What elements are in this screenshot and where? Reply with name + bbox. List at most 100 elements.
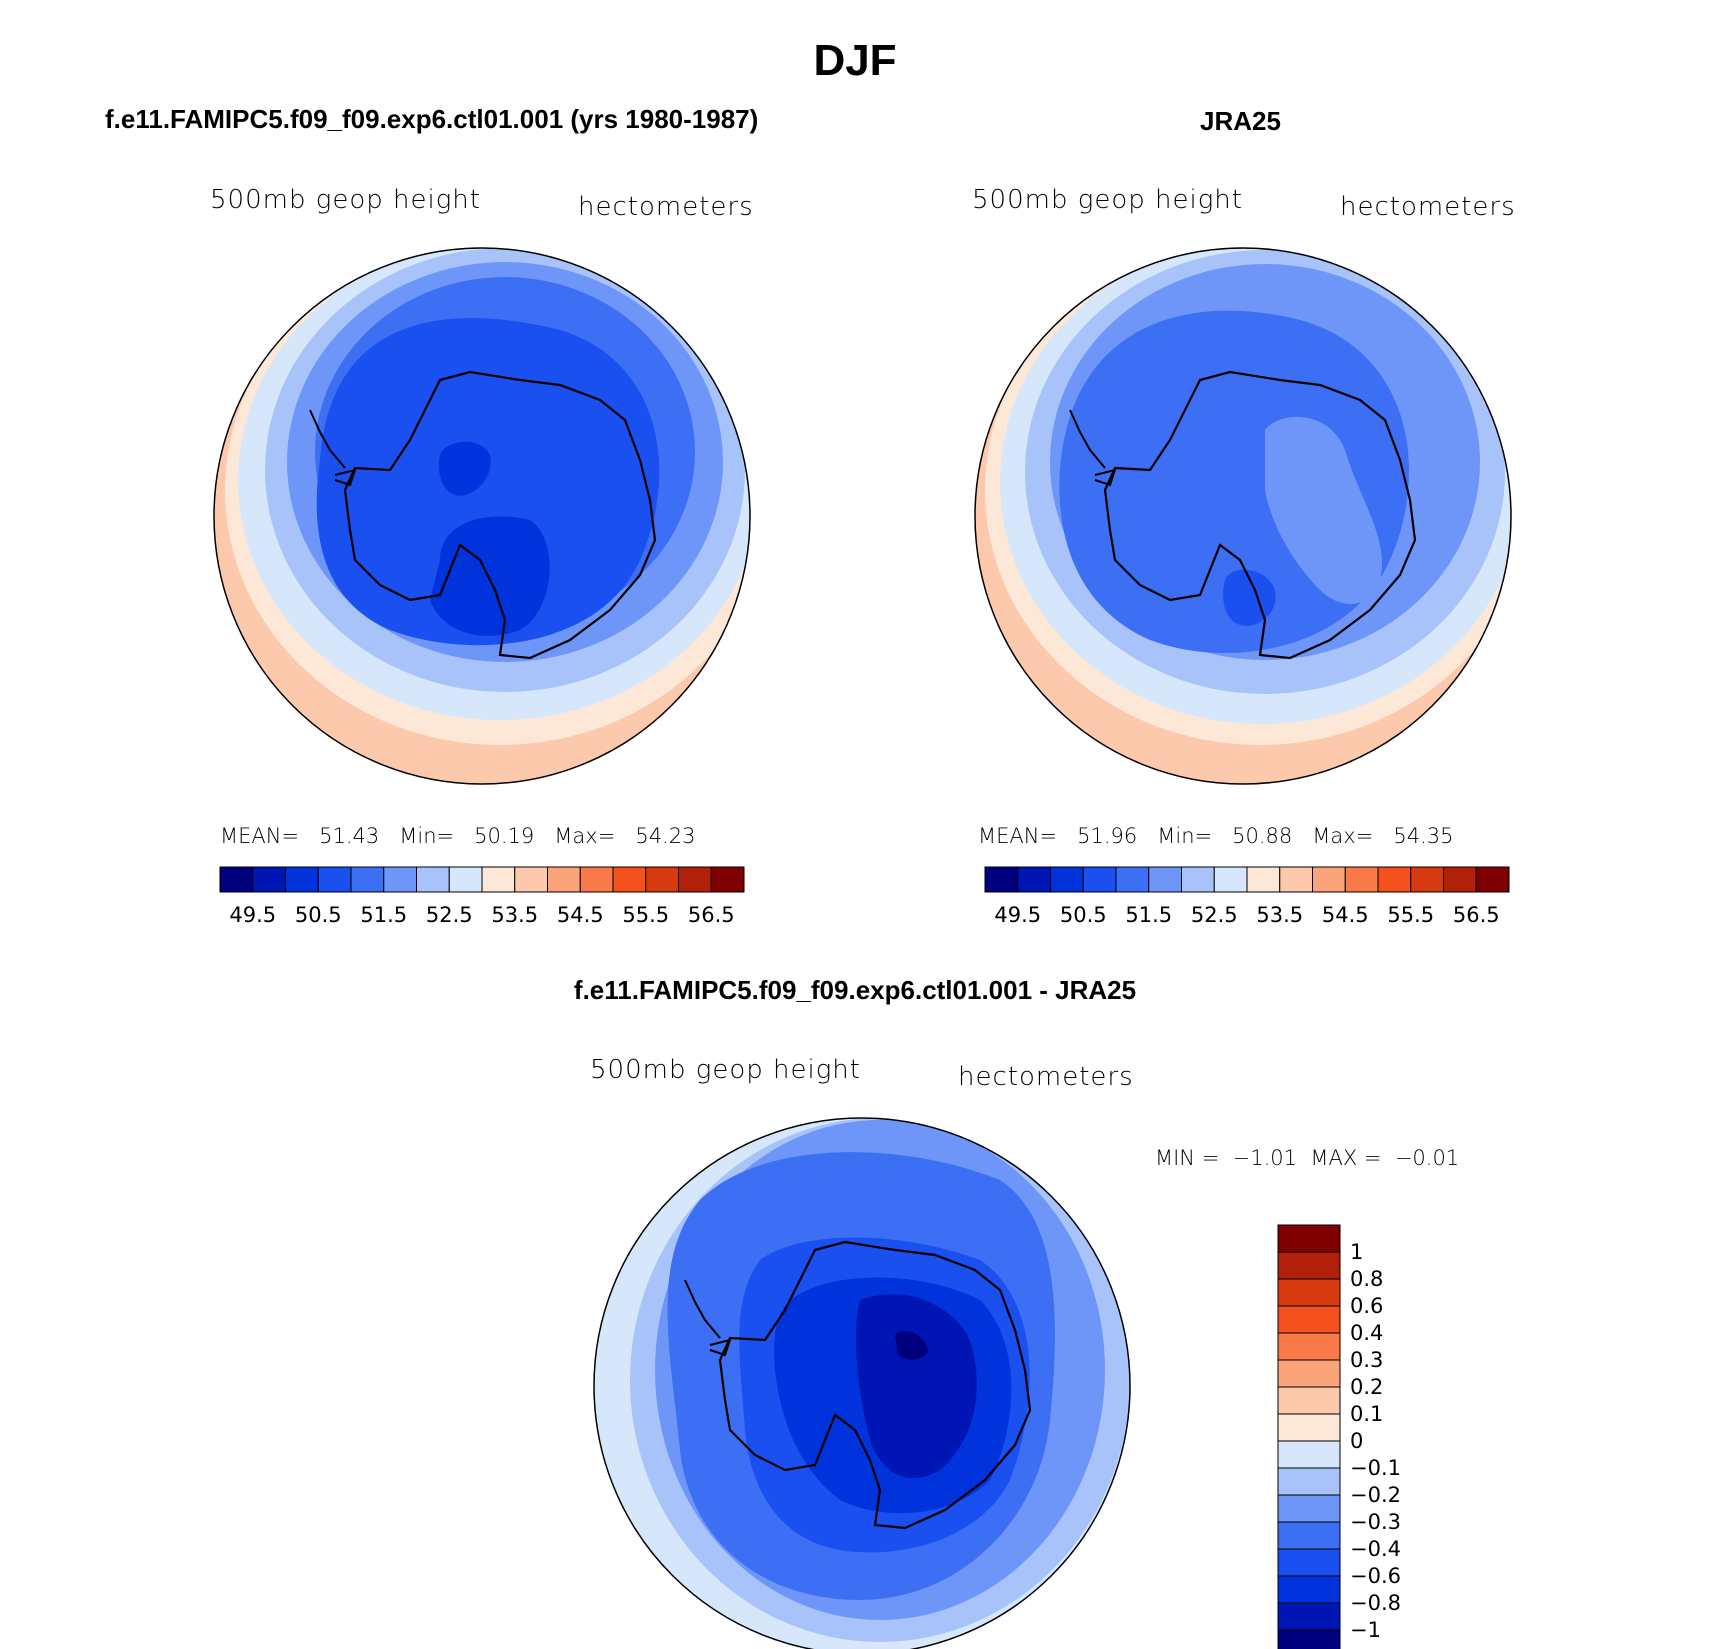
diff-minmax: MIN = −1.01 MAX = −0.01 — [1155, 1146, 1460, 1170]
colorbar-tick-label: 51.5 — [360, 903, 407, 927]
colorbar-box — [1181, 866, 1215, 893]
colorbar-box — [1475, 866, 1510, 893]
colorbar-tick-label: 50.5 — [1060, 903, 1107, 927]
colorbar-box — [710, 866, 745, 893]
colorbar-tick-label: 53.5 — [491, 903, 538, 927]
colorbar-tick-label: −0.1 — [1350, 1456, 1401, 1480]
colorbar-box — [383, 866, 417, 893]
colorbar-box — [317, 866, 352, 893]
colorbar-box — [612, 866, 647, 893]
colorbar-tick-label: 49.5 — [994, 903, 1041, 927]
colorbar-tick-label: −0.3 — [1350, 1510, 1401, 1534]
obs-units-label: hectometers — [1340, 192, 1516, 222]
antarctica-coastline-obs — [1103, 370, 1417, 660]
obs-variable-label: 500mb geop height — [972, 185, 1243, 215]
model-stats: MEAN= 51.43 Min= 50.19 Max= 54.23 — [220, 824, 696, 848]
colorbar-tick-label: 0.8 — [1350, 1267, 1383, 1291]
colorbar-box — [350, 866, 385, 893]
colorbar-tick-label: 0.4 — [1350, 1321, 1383, 1345]
diff-units-label: hectometers — [958, 1062, 1134, 1092]
colorbar-box — [1277, 1602, 1341, 1631]
colorbar-tick-label: −0.8 — [1350, 1591, 1401, 1615]
model-panel-title: f.e11.FAMIPC5.f09_f09.exp6.ctl01.001 (yr… — [105, 104, 759, 134]
model-map-border — [213, 247, 751, 785]
colorbar-box — [645, 866, 679, 893]
colorbar-tick-label: 49.5 — [229, 903, 276, 927]
colorbar-box — [1443, 866, 1477, 893]
colorbar-box — [252, 866, 286, 893]
colorbar-box — [1277, 1467, 1341, 1496]
colorbar-box — [1277, 1278, 1341, 1307]
colorbar-box — [1377, 866, 1412, 893]
diff-map — [594, 1118, 1130, 1649]
colorbar-tick-label: 53.5 — [1256, 903, 1303, 927]
colorbar-box — [1017, 866, 1051, 893]
colorbar-tick-label: 0.3 — [1350, 1348, 1383, 1372]
colorbar-box — [1148, 866, 1182, 893]
colorbar-box — [1312, 866, 1346, 893]
colorbar-tick-label: −1 — [1350, 1618, 1381, 1642]
colorbar-tick-label: 52.5 — [1191, 903, 1238, 927]
diff-map-border — [593, 1117, 1131, 1649]
colorbar-tick-label: 0.6 — [1350, 1294, 1383, 1318]
colorbar-box — [1344, 866, 1379, 893]
colorbar-box — [984, 866, 1019, 893]
colorbar-tick-label: 56.5 — [1453, 903, 1500, 927]
colorbar-tick-label: 51.5 — [1125, 903, 1172, 927]
colorbar-box — [514, 866, 548, 893]
colorbar-box — [1277, 1440, 1341, 1469]
colorbar-box — [1279, 866, 1313, 893]
colorbar-tick-label: 52.5 — [426, 903, 473, 927]
obs-colorbar: 49.5 50.5 51.5 52.5 53.5 54.5 55.5 56.5 — [984, 866, 1510, 927]
colorbar-box — [416, 866, 450, 893]
colorbar-box — [285, 866, 319, 893]
colorbar-tick-label: 0.1 — [1350, 1402, 1383, 1426]
obs-map-border — [974, 247, 1512, 785]
colorbar-tick-label: −0.4 — [1350, 1537, 1401, 1561]
antarctica-coastline-model — [343, 370, 657, 660]
obs-map — [975, 248, 1511, 784]
model-variable-label: 500mb geop height — [210, 185, 481, 215]
colorbar-box — [1277, 1386, 1341, 1415]
diff-colorbar: 1 0.8 0.6 0.4 0.3 0.2 0.1 0 −0.1 −0.2 −0.3 −0.4 −0.6… — [1277, 1224, 1401, 1649]
colorbar-box — [1277, 1332, 1341, 1361]
colorbar-tick-label: 50.5 — [295, 903, 342, 927]
colorbar-box — [1050, 866, 1084, 893]
colorbar-tick-label: 56.5 — [688, 903, 735, 927]
colorbar-tick-label: 54.5 — [557, 903, 604, 927]
colorbar-box — [579, 866, 614, 893]
colorbar-box — [1082, 866, 1117, 893]
colorbar-box — [678, 866, 712, 893]
colorbar-tick-label: 0 — [1350, 1429, 1363, 1453]
colorbar-box — [1277, 1359, 1341, 1388]
colorbar-box — [1277, 1548, 1341, 1577]
colorbar-box — [448, 866, 483, 893]
colorbar-box — [1277, 1494, 1341, 1523]
colorbar-tick-label: 54.5 — [1322, 903, 1369, 927]
colorbar-box — [219, 866, 254, 893]
obs-panel-title: JRA25 — [1200, 106, 1281, 136]
colorbar-box — [1277, 1413, 1341, 1442]
colorbar-tick-label: 0.2 — [1350, 1375, 1383, 1399]
colorbar-box — [1277, 1224, 1341, 1253]
model-map — [214, 248, 750, 784]
colorbar-box — [547, 866, 581, 893]
colorbar-box — [1115, 866, 1150, 893]
colorbar-box — [1277, 1629, 1341, 1649]
colorbar-tick-label: −0.2 — [1350, 1483, 1401, 1507]
colorbar-tick-label: 1 — [1350, 1240, 1363, 1264]
model-units-label: hectometers — [578, 192, 754, 222]
colorbar-box — [1277, 1575, 1341, 1604]
colorbar-box — [1277, 1305, 1341, 1334]
colorbar-tick-label: 55.5 — [1387, 903, 1434, 927]
colorbar-box — [1246, 866, 1281, 893]
colorbar-box — [1213, 866, 1248, 893]
colorbar-box — [1410, 866, 1444, 893]
antarctica-coastline-diff — [718, 1240, 1032, 1530]
diff-panel-title: f.e11.FAMIPC5.f09_f09.exp6.ctl01.001 - J… — [573, 975, 1137, 1005]
diff-variable-label: 500mb geop height — [590, 1055, 861, 1085]
colorbar-tick-label: −0.6 — [1350, 1564, 1401, 1588]
model-colorbar: 49.5 50.5 51.5 52.5 53.5 54.5 55.5 56.5 — [219, 866, 745, 927]
colorbar-box — [1277, 1251, 1341, 1280]
